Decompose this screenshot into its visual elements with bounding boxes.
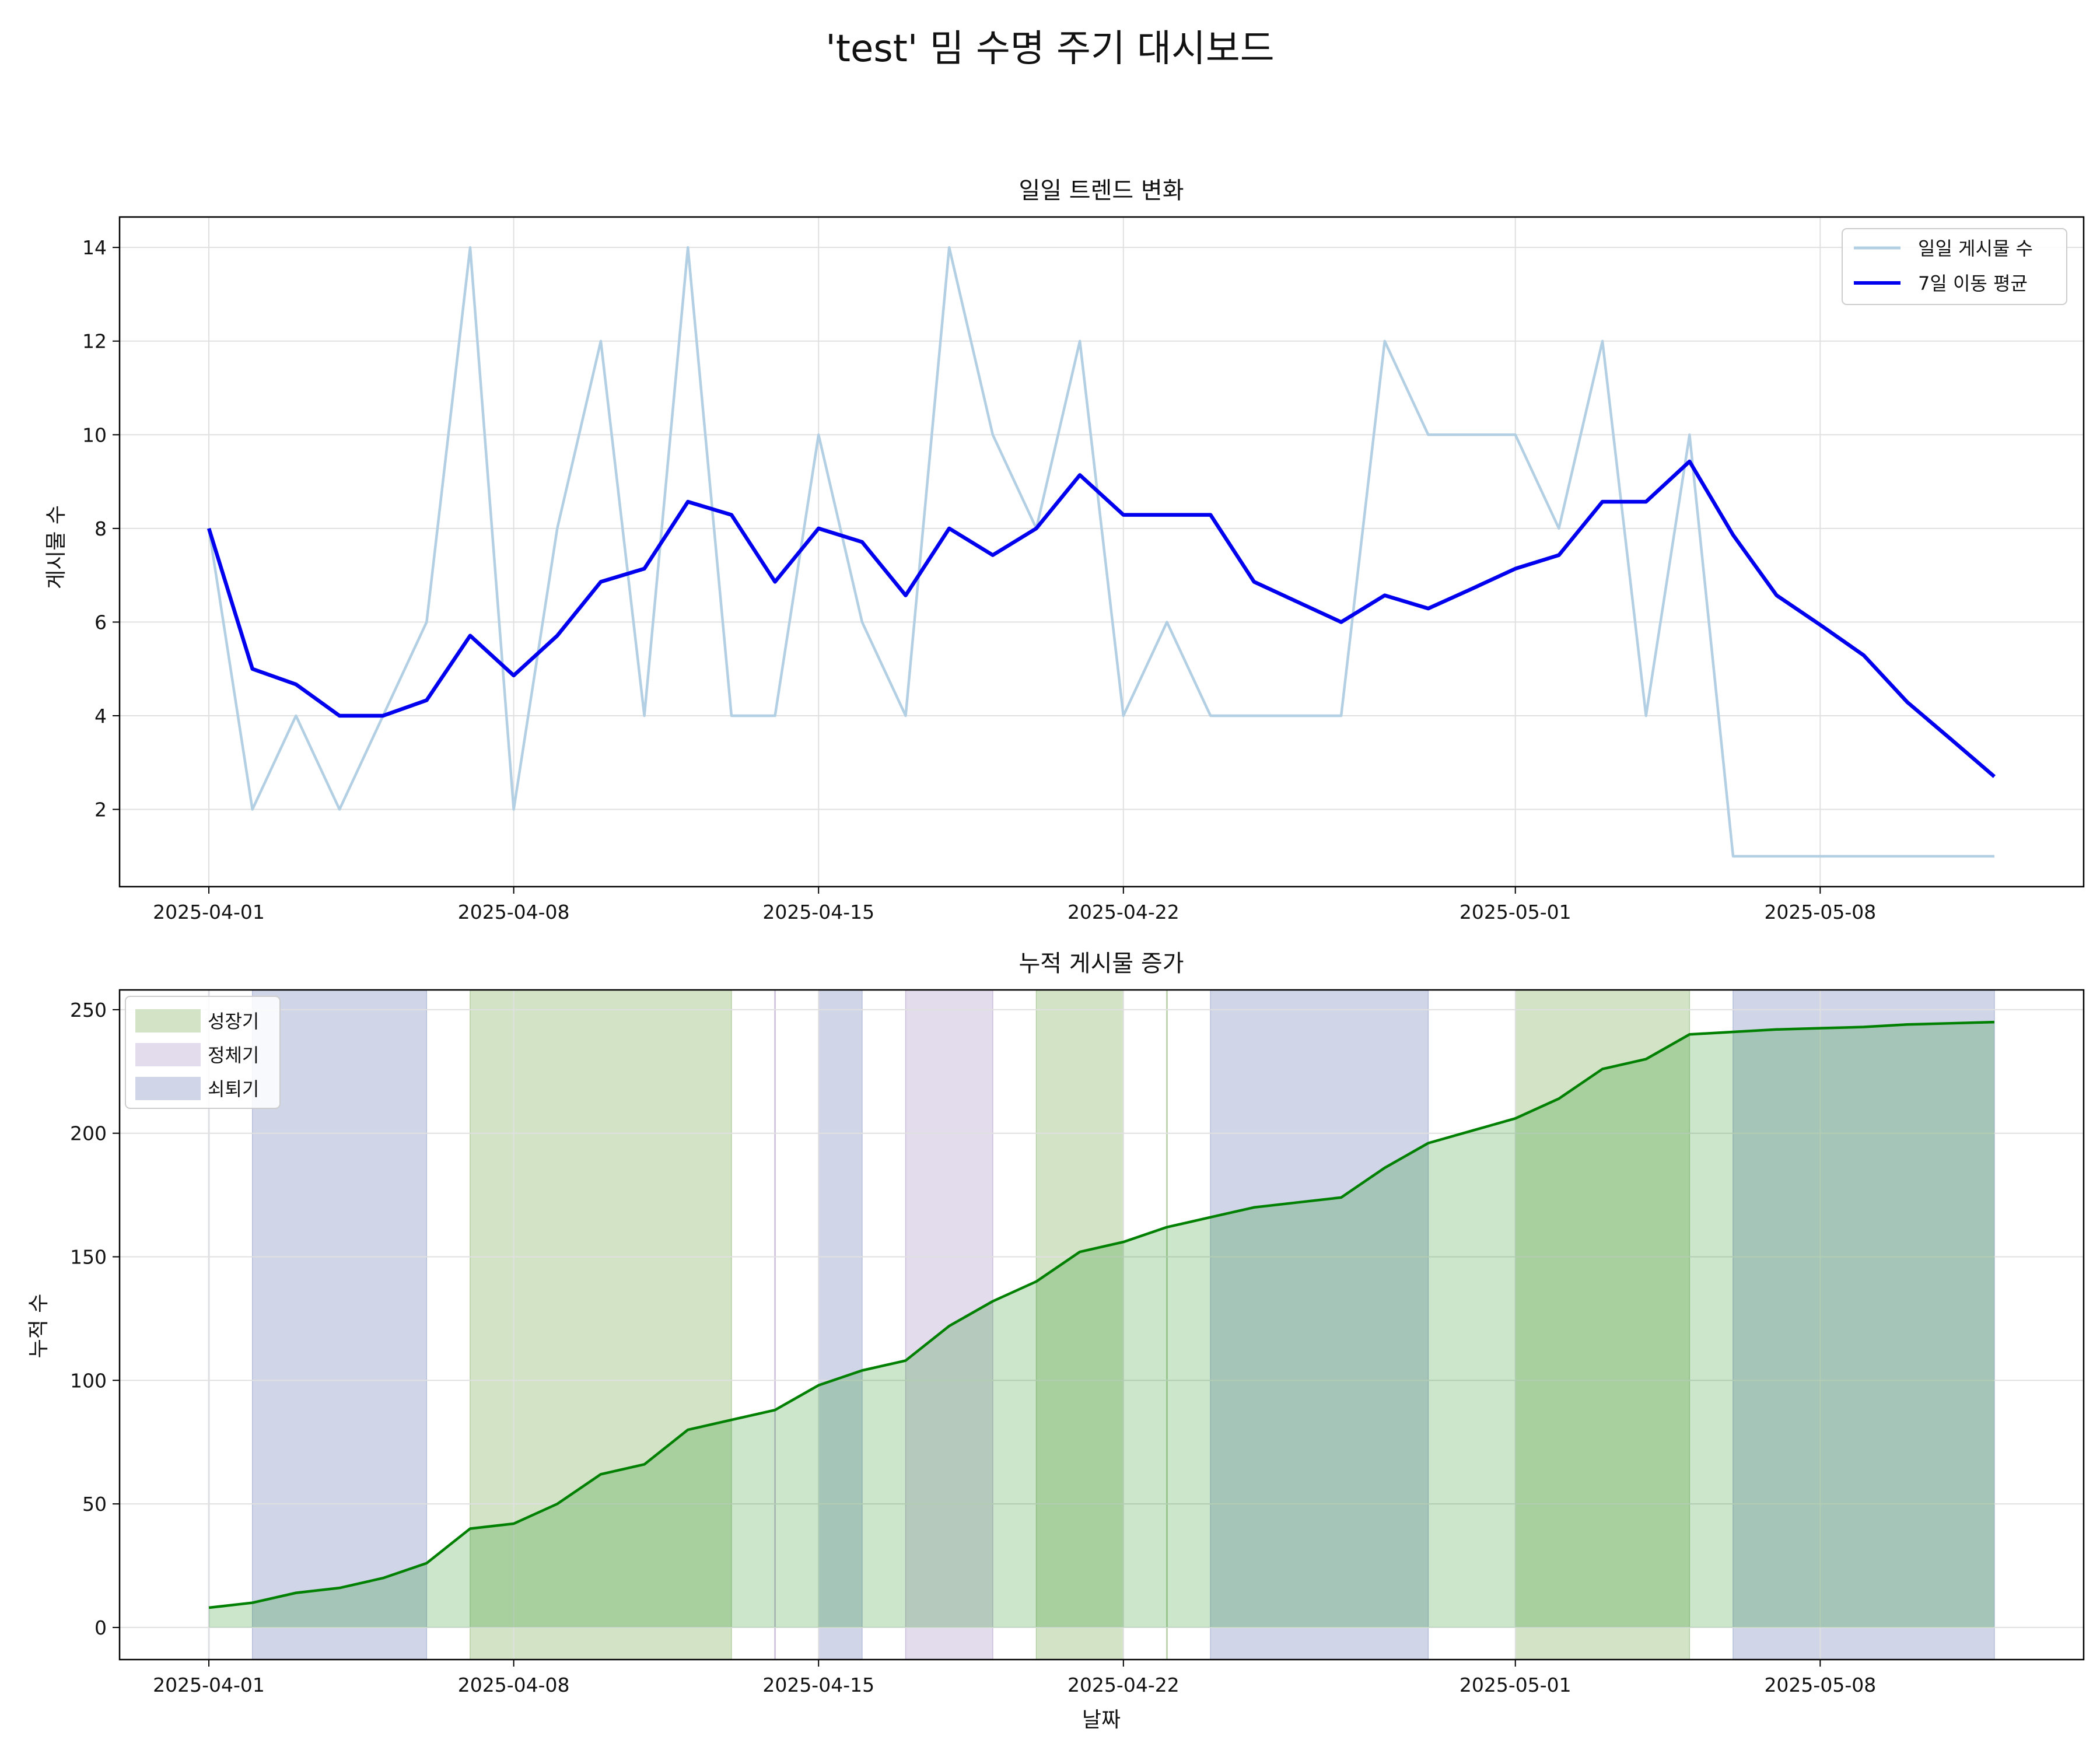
phase-band [251,989,428,1660]
1-x-tick-label: 2025-04-15 [762,1674,874,1696]
0-x-tick-label: 2025-04-15 [762,901,874,923]
daily-trend-panel: 일일 트렌드 변화 게시물 수 2025-04-01 2025-04-08 2025… [44,177,2085,923]
phase-band [1732,989,1995,1660]
decline-phase-legend-label: 쇠퇴기 [208,1078,259,1100]
0-x-tick-label: 2025-04-22 [1068,901,1180,923]
cumulative-grid [120,990,2084,1660]
1-y-tick-label: 150 [70,1246,107,1269]
0-x-tick-label: 2025-05-01 [1460,901,1572,923]
phase-band [1035,989,1124,1660]
daily-trend-lines [206,246,1996,858]
cumulative-area [208,1020,1995,1628]
moving-average-legend-label: 7일 이동 평균 [1918,272,2028,295]
growth-phase-legend-label: 성장기 [208,1010,259,1032]
cumulative-y-axis-label: 누적 수 [27,1294,51,1359]
0-y-tick-label: 2 [94,799,107,821]
moving-average-line [206,459,1996,778]
0-x-tick-label: 2025-04-01 [153,901,265,923]
growth-phase-legend-swatch [135,1009,201,1032]
phase-band [818,989,863,1660]
stagnation-phase-legend-label: 정체기 [208,1044,259,1066]
0-y-tick-label: 10 [82,424,107,446]
1-x-tick-label: 2025-05-01 [1460,1674,1572,1696]
1-y-tick-label: 200 [70,1122,107,1145]
daily-trend-grid [120,217,2084,887]
1-x-tick-label: 2025-05-08 [1764,1674,1876,1696]
daily-trend-legend: 일일 게시물 수 7일 이동 평균 [1842,228,2067,305]
0-y-tick-label: 12 [82,330,107,353]
0-y-tick-label: 4 [94,705,107,727]
daily-trend-y-axis-label: 게시물 수 [44,505,68,589]
cumulative-panel: 누적 게시물 증가 누적 수 날짜 2025-04-01 2025-04-08 20… [27,950,2085,1732]
daily-trend-ticks: 2025-04-01 2025-04-08 2025-04-15 2025-04-22… [82,236,1876,923]
cumulative-x-axis-label: 날짜 [1082,1708,1121,1732]
lifecycle-phase-bands [208,989,1995,1660]
phase-legend: 성장기 정체기 쇠퇴기 [125,996,281,1109]
1-x-tick-label: 2025-04-08 [458,1674,570,1696]
stagnation-phase-legend-swatch [135,1043,201,1066]
1-y-tick-label: 100 [70,1369,107,1392]
phase-band [1210,989,1429,1660]
daily-posts-legend-label: 일일 게시물 수 [1918,237,2033,260]
0-y-tick-label: 14 [82,236,107,259]
0-y-tick-label: 6 [94,611,107,634]
dashboard-title: 'test' 밈 수명 주기 대시보드 [825,27,1274,71]
cumulative-line [208,1020,1995,1609]
decline-phase-legend-swatch [135,1077,201,1100]
1-y-tick-label: 250 [70,999,107,1021]
daily-trend-axes-frame [118,216,2085,888]
cumulative-axes-frame [118,989,2085,1661]
daily-trend-title: 일일 트렌드 변화 [1019,177,1184,204]
1-x-tick-label: 2025-04-22 [1068,1674,1180,1696]
1-y-tick-label: 0 [94,1616,107,1639]
0-x-tick-label: 2025-04-08 [458,901,570,923]
1-x-tick-label: 2025-04-01 [153,1674,265,1696]
cumulative-title: 누적 게시물 증가 [1019,950,1184,977]
daily-posts-line [207,246,1994,858]
cumulative-ticks: 2025-04-01 2025-04-08 2025-04-15 2025-04-22… [70,999,1876,1696]
cumulative-fill [209,1022,1994,1628]
0-y-tick-label: 8 [94,517,107,540]
1-y-tick-label: 50 [82,1493,107,1516]
0-x-tick-label: 2025-05-08 [1764,901,1876,923]
